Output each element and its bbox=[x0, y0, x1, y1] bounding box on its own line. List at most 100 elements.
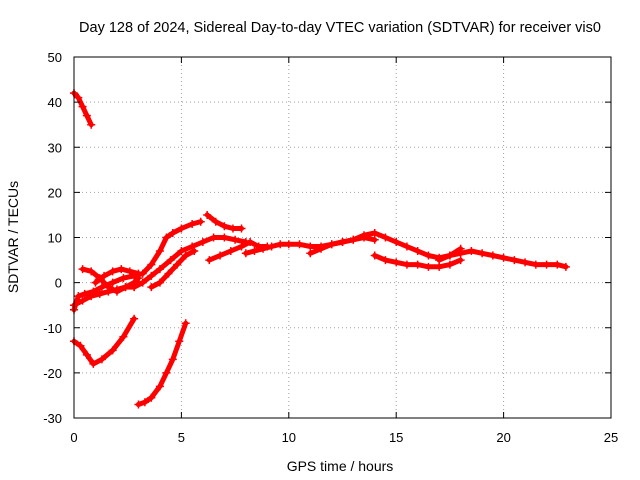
data-series-group bbox=[70, 89, 570, 409]
data-point bbox=[435, 262, 444, 271]
series-line bbox=[135, 320, 189, 407]
grid bbox=[74, 57, 611, 418]
data-point bbox=[78, 265, 87, 274]
data-point bbox=[198, 238, 207, 247]
data-point bbox=[250, 247, 259, 256]
data-series-arc-14 bbox=[370, 251, 465, 271]
data-point bbox=[413, 247, 422, 256]
data-point bbox=[220, 233, 229, 242]
data-point bbox=[125, 267, 134, 276]
data-point bbox=[205, 256, 214, 265]
data-point bbox=[370, 235, 379, 244]
data-point bbox=[456, 249, 465, 258]
data-point bbox=[78, 102, 87, 111]
data-point bbox=[203, 210, 212, 219]
data-point bbox=[87, 292, 96, 301]
data-point bbox=[521, 258, 530, 267]
data-point bbox=[119, 332, 128, 341]
data-point bbox=[267, 242, 276, 251]
data-point bbox=[140, 398, 149, 407]
data-point bbox=[370, 228, 379, 237]
data-point bbox=[177, 247, 186, 256]
y-tick-label: 30 bbox=[48, 140, 62, 155]
data-point bbox=[226, 247, 235, 256]
data-point bbox=[561, 262, 570, 271]
data-point bbox=[190, 247, 199, 256]
data-point bbox=[82, 111, 91, 120]
data-point bbox=[138, 278, 147, 287]
x-tick-label: 20 bbox=[496, 430, 510, 445]
data-point bbox=[78, 296, 87, 305]
data-point bbox=[155, 247, 164, 256]
data-point bbox=[381, 233, 390, 242]
y-axis-label: SDTVAR / TECUs bbox=[5, 181, 21, 293]
data-point bbox=[147, 393, 156, 402]
data-series-arc-8 bbox=[130, 233, 250, 292]
data-point bbox=[181, 319, 190, 328]
x-axis-label: GPS time / hours bbox=[287, 458, 394, 474]
data-point bbox=[121, 283, 130, 292]
data-point bbox=[531, 260, 540, 269]
data-point bbox=[542, 260, 551, 269]
y-tick-label: 0 bbox=[55, 276, 62, 291]
data-point bbox=[181, 251, 190, 260]
data-point bbox=[553, 260, 562, 269]
data-point bbox=[259, 244, 268, 253]
data-series-arc-7 bbox=[91, 265, 143, 287]
data-point bbox=[435, 256, 444, 265]
data-point bbox=[276, 240, 285, 249]
data-point bbox=[317, 244, 326, 253]
y-tick-label: 40 bbox=[48, 95, 62, 110]
data-point bbox=[108, 267, 117, 276]
data-series-arc-3 bbox=[134, 319, 190, 409]
data-point bbox=[295, 240, 304, 249]
data-point bbox=[499, 253, 508, 262]
x-tick-label: 15 bbox=[389, 430, 403, 445]
data-point bbox=[147, 271, 156, 280]
data-point bbox=[147, 283, 156, 292]
data-point bbox=[100, 271, 109, 280]
data-point bbox=[177, 224, 186, 233]
y-tick-label: 20 bbox=[48, 185, 62, 200]
data-point bbox=[209, 233, 218, 242]
data-point bbox=[104, 283, 113, 292]
data-point bbox=[162, 233, 171, 242]
data-point bbox=[168, 228, 177, 237]
data-point bbox=[510, 256, 519, 265]
data-point bbox=[424, 262, 433, 271]
data-series-arc-1 bbox=[70, 89, 96, 129]
data-point bbox=[74, 292, 83, 301]
data-point bbox=[456, 256, 465, 265]
data-series-arc-15 bbox=[435, 247, 570, 271]
data-point bbox=[445, 251, 454, 260]
data-point bbox=[306, 249, 315, 258]
data-point bbox=[80, 289, 89, 298]
data-point bbox=[130, 283, 139, 292]
data-point bbox=[168, 355, 177, 364]
data-point bbox=[424, 251, 433, 260]
data-point bbox=[155, 265, 164, 274]
data-point bbox=[97, 355, 106, 364]
y-tick-label: 50 bbox=[48, 50, 62, 65]
data-point bbox=[488, 251, 497, 260]
chart-title: Day 128 of 2024, Sidereal Day-to-day VTE… bbox=[79, 20, 601, 36]
data-point bbox=[108, 346, 117, 355]
data-point bbox=[220, 222, 229, 231]
data-point bbox=[162, 368, 171, 377]
data-point bbox=[134, 400, 143, 409]
data-point bbox=[237, 224, 246, 233]
data-point bbox=[87, 120, 96, 129]
data-point bbox=[237, 242, 246, 251]
data-point bbox=[359, 233, 368, 242]
data-point bbox=[370, 251, 379, 260]
data-point bbox=[82, 350, 91, 359]
data-point bbox=[119, 274, 128, 283]
data-point bbox=[89, 359, 98, 368]
data-point bbox=[392, 238, 401, 247]
data-point bbox=[402, 242, 411, 251]
y-tick-label: -30 bbox=[43, 411, 62, 426]
data-point bbox=[445, 260, 454, 269]
data-point bbox=[349, 235, 358, 244]
x-tick-label: 25 bbox=[604, 430, 618, 445]
